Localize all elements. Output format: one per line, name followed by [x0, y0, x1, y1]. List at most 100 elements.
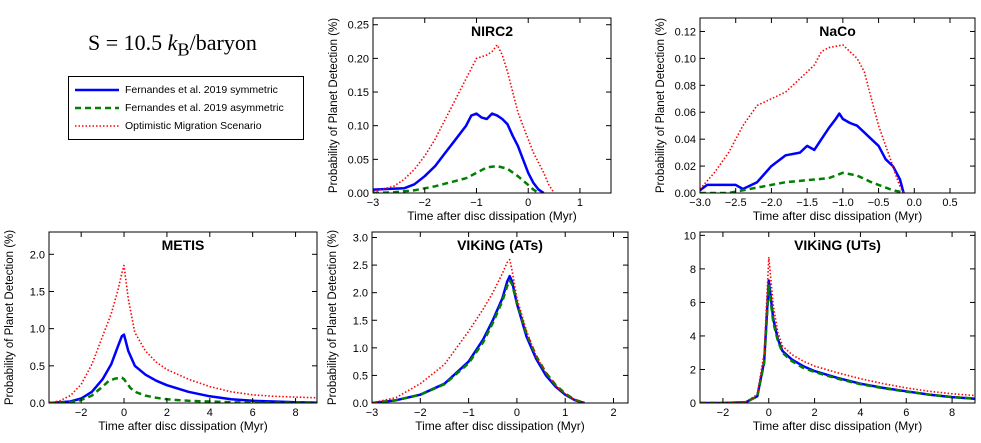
y-tick-label: 4 [690, 331, 696, 343]
series-line-optimistic [372, 258, 585, 403]
series-line-asymmetric [373, 164, 540, 193]
series-line-symmetric [700, 279, 975, 403]
y-tick-label: 1.5 [30, 286, 45, 298]
plot-frame [699, 231, 976, 404]
x-tick-label: −1.0 [832, 197, 854, 209]
y-tick-label: 0.06 [675, 107, 696, 119]
x-tick-label: −3.0 [689, 197, 711, 209]
plot-frame [48, 231, 318, 404]
series-line-symmetric [372, 274, 585, 403]
y-tick-label: 0.12 [675, 26, 696, 38]
y-tick-label: 0.5 [30, 361, 45, 373]
x-tick-label: 6 [250, 407, 256, 419]
series-line-asymmetric [372, 279, 585, 403]
x-tick-label: −2 [75, 407, 88, 419]
x-tick-label: 2 [812, 407, 818, 419]
y-tick-label: 3.0 [353, 233, 368, 245]
y-tick-label: 0.10 [348, 121, 369, 133]
y-tick-label: 1.0 [30, 324, 45, 336]
chart-title: VIKiNG (UTs) [794, 237, 881, 253]
x-tick-label: −1 [470, 197, 483, 209]
series-line-asymmetric [700, 171, 905, 193]
legend-entry-symmetric: Fernandes et al. 2019 symmetric [75, 82, 278, 98]
y-tick-label: 0.08 [675, 80, 696, 92]
x-tick-label: −3 [366, 407, 379, 419]
x-tick-label: −2 [418, 197, 431, 209]
series-line-optimistic [700, 44, 905, 193]
y-axis-label: Probability of Planet Detection (%) [4, 230, 16, 405]
y-tick-label: 2.0 [30, 249, 45, 261]
series-line-optimistic [49, 264, 317, 403]
x-tick-label: −2 [414, 407, 427, 419]
series-line-symmetric [373, 112, 545, 193]
x-tick-label: 2 [164, 407, 170, 419]
y-tick-label: 6 [690, 297, 696, 309]
title-prefix: S = 10.5 [88, 30, 168, 55]
y-tick-label: 1.5 [353, 315, 368, 327]
legend-line-asymmetric [75, 106, 119, 110]
y-tick-label: 0 [690, 398, 696, 410]
title-kb: k [167, 30, 178, 55]
x-axis-label: Time after disc dissipation (Myr) [415, 419, 585, 433]
chart-title: NaCo [819, 23, 856, 39]
x-tick-label: 1 [577, 197, 583, 209]
series-line-optimistic [373, 44, 555, 193]
x-tick-label: 4 [857, 407, 863, 419]
legend-label-asymmetric: Fernandes et al. 2019 asymmetric [125, 102, 284, 114]
y-axis-label: Probability of Planet Detection (%) [327, 230, 339, 405]
x-tick-label: 2 [610, 407, 616, 419]
series-line-asymmetric [700, 284, 975, 403]
legend: Fernandes et al. 2019 symmetric Fernande… [68, 76, 304, 140]
y-tick-label: 0.00 [675, 188, 696, 200]
chart-nirc2: −3 −2 −1 0 1 0.00 0.05 0.10 0.15 0.20 0.25 NIRC2 Tim… [328, 17, 612, 223]
title-kb-subscript: B [177, 39, 190, 60]
y-tick-label: 8 [690, 264, 696, 276]
x-axis-label: Time after disc dissipation (Myr) [753, 419, 923, 433]
chart-viking-ats: −3 −2 −1 0 1 2 0.0 0.5 1.0 1.5 2.0 2.5 3.0 VIKiNG (AT… [327, 230, 629, 433]
legend-line-symmetric [75, 88, 119, 92]
y-tick-label: 0.00 [348, 188, 369, 200]
y-tick-label: 0.20 [348, 53, 369, 65]
x-tick-label: −1 [462, 407, 475, 419]
x-axis-label: Time after disc dissipation (Myr) [98, 419, 268, 433]
chart-metis: −2 0 2 4 6 8 0.0 0.5 1.0 1.5 2.0 METIS Time after di… [4, 230, 318, 433]
x-tick-label: 0.0 [907, 197, 922, 209]
plot-frame [372, 17, 612, 194]
y-axis-label: Probability of Planet Detection (%) [655, 18, 667, 193]
x-tick-label: 0 [525, 197, 531, 209]
chart-viking-uts: −2 0 2 4 6 8 0 2 4 6 8 10 VIKiNG (UTs) Time after dis… [684, 230, 976, 433]
y-tick-label: 0.25 [348, 20, 369, 32]
x-tick-label: −2.5 [725, 197, 747, 209]
y-tick-label: 10 [684, 230, 696, 242]
legend-entry-asymmetric: Fernandes et al. 2019 asymmetric [75, 100, 284, 116]
series-line-symmetric [700, 112, 905, 193]
legend-line-optimistic [75, 125, 119, 127]
y-tick-label: 0.5 [353, 370, 368, 382]
x-tick-label: −1.5 [796, 197, 818, 209]
x-tick-label: −2.0 [761, 197, 783, 209]
y-tick-label: 0.0 [353, 398, 368, 410]
y-axis-label: Probability of Planet Detection (%) [328, 18, 340, 193]
series-line-symmetric [49, 333, 317, 403]
title-suffix: /baryon [189, 30, 257, 55]
y-tick-label: 0.04 [675, 134, 696, 146]
chart-naco: −3.0 −2.5 −2.0 −1.5 −1.0 −0.5 0.0 0.5 0.00 0.02 0.… [655, 17, 976, 223]
y-tick-label: 0.10 [675, 53, 696, 65]
x-tick-label: −0.5 [868, 197, 890, 209]
y-tick-label: 0.15 [348, 87, 369, 99]
x-tick-label: 0.5 [942, 197, 957, 209]
x-tick-label: 8 [949, 407, 955, 419]
chart-title: NIRC2 [471, 23, 513, 39]
legend-label-symmetric: Fernandes et al. 2019 symmetric [125, 84, 278, 96]
x-axis-label: Time after disc dissipation (Myr) [407, 209, 577, 223]
x-tick-label: −2 [717, 407, 730, 419]
plot-frame [371, 231, 629, 404]
x-tick-label: 0 [766, 407, 772, 419]
y-tick-label: 0.0 [30, 398, 45, 410]
legend-entry-optimistic: Optimistic Migration Scenario [75, 118, 262, 134]
x-tick-label: −3 [367, 197, 380, 209]
x-tick-label: 1 [562, 407, 568, 419]
x-tick-label: 8 [292, 407, 298, 419]
chart-title: METIS [162, 237, 205, 253]
x-tick-label: 6 [903, 407, 909, 419]
